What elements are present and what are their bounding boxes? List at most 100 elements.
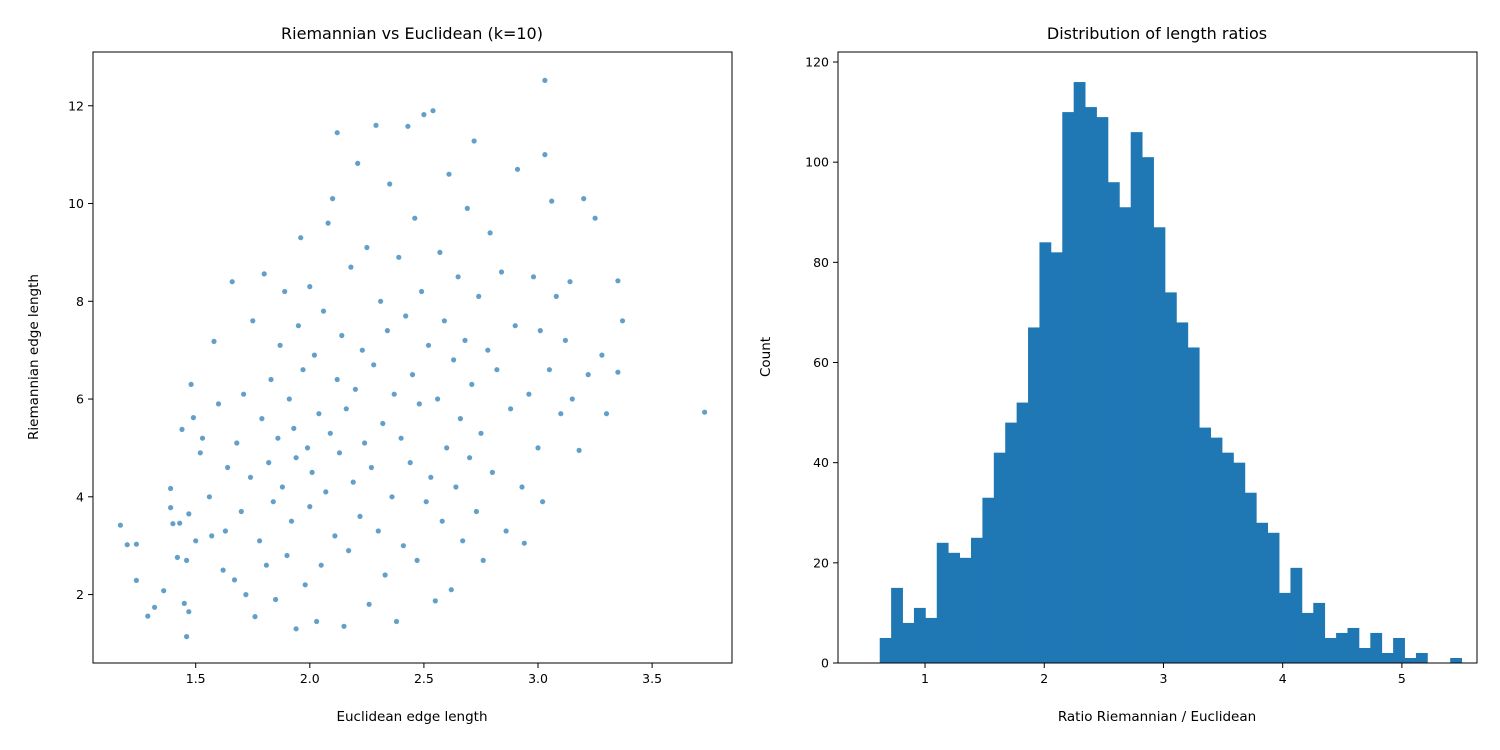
- scatter-point: [592, 215, 598, 221]
- scatter-point: [293, 626, 299, 632]
- scatter-point: [457, 416, 463, 422]
- scatter-point: [330, 196, 336, 202]
- scatter-point: [288, 518, 295, 524]
- scatter-point: [599, 352, 605, 358]
- scatter-point: [405, 123, 411, 129]
- histogram-bar: [1404, 657, 1417, 663]
- scatter-point: [206, 494, 212, 500]
- scatter-point: [350, 479, 356, 485]
- scatter-point: [359, 347, 365, 353]
- scatter-point: [257, 538, 263, 544]
- histogram-y-ticks: 0 20 40 60 80 100 120: [805, 55, 838, 671]
- histogram-bar: [1199, 427, 1211, 663]
- scatter-point: [346, 548, 352, 554]
- scatter-point: [480, 557, 486, 564]
- histogram-bar: [1153, 227, 1166, 664]
- scatter-point: [174, 554, 180, 561]
- scatter-point: [567, 279, 573, 285]
- scatter-point: [384, 328, 390, 334]
- scatter-point: [423, 499, 429, 505]
- scatter-point: [494, 367, 500, 373]
- scatter-point: [291, 425, 297, 431]
- histogram-bar: [1142, 157, 1154, 664]
- scatter-point: [304, 445, 311, 451]
- histogram-bar: [993, 452, 1006, 663]
- scatter-point: [334, 376, 340, 383]
- scatter-point: [186, 511, 192, 517]
- histogram-bar: [879, 637, 892, 663]
- scatter-point: [455, 274, 461, 280]
- scatter-point: [378, 298, 384, 304]
- scatter-x-tick-label: 3.0: [528, 671, 548, 686]
- histogram-bars: [879, 82, 1462, 664]
- histogram-panel: Distribution of length ratios 1 2 3 4 5 0 20 4…: [758, 24, 1478, 725]
- histogram-bar: [1370, 632, 1383, 663]
- scatter-point: [398, 435, 404, 441]
- scatter-point: [535, 445, 541, 451]
- scatter-point: [391, 391, 397, 397]
- scatter-point: [357, 513, 363, 520]
- scatter-point: [355, 160, 361, 166]
- scatter-point: [318, 562, 324, 568]
- scatter-point: [460, 538, 466, 544]
- scatter-point: [222, 528, 228, 534]
- scatter-point: [542, 77, 548, 83]
- scatter-point: [275, 435, 281, 441]
- scatter-point: [396, 254, 402, 260]
- scatter-point: [371, 362, 377, 368]
- scatter-point: [181, 600, 187, 607]
- scatter-point: [549, 198, 555, 204]
- histogram-bar: [913, 607, 926, 663]
- scatter-y-tick-label: 2: [76, 587, 84, 602]
- scatter-point: [416, 401, 422, 407]
- histogram-y-tick-label: 40: [813, 455, 829, 470]
- scatter-point: [441, 318, 447, 324]
- scatter-point: [471, 138, 477, 144]
- scatter-point: [343, 406, 349, 412]
- scatter-point: [540, 499, 546, 505]
- scatter-point: [425, 342, 432, 348]
- scatter-point: [124, 542, 130, 548]
- scatter-point: [145, 613, 151, 619]
- scatter-point: [476, 293, 482, 299]
- scatter-point: [238, 508, 244, 515]
- histogram-bar: [1187, 347, 1200, 663]
- scatter-point: [702, 409, 708, 415]
- scatter-point: [247, 474, 254, 480]
- histogram-bar: [1039, 242, 1052, 663]
- histogram-bar: [925, 617, 938, 663]
- scatter-point: [478, 430, 484, 436]
- scatter-point: [498, 269, 505, 275]
- histogram-bar: [959, 557, 972, 663]
- scatter-point: [184, 557, 190, 564]
- scatter-point: [464, 205, 470, 211]
- scatter-point: [186, 609, 192, 615]
- histogram-bar: [1267, 532, 1280, 663]
- histogram-bar: [1016, 402, 1029, 663]
- scatter-point: [373, 122, 379, 128]
- scatter-point: [327, 430, 333, 436]
- scatter-panel: Riemannian vs Euclidean (k=10) 1.5 2.0 2.5…: [26, 24, 733, 725]
- histogram-x-tick-label: 4: [1279, 671, 1287, 686]
- histogram-bar: [1450, 657, 1462, 663]
- scatter-point: [428, 474, 434, 480]
- scatter-point: [432, 598, 438, 604]
- scatter-point: [133, 541, 139, 547]
- histogram-bar: [1222, 452, 1234, 663]
- scatter-point: [409, 372, 416, 378]
- scatter-point: [197, 450, 203, 456]
- scatter-point: [469, 381, 475, 387]
- scatter-point: [188, 381, 194, 387]
- scatter-point: [220, 567, 226, 573]
- histogram-bar: [1393, 637, 1405, 663]
- scatter-point: [615, 278, 621, 284]
- scatter-point: [298, 235, 304, 241]
- scatter-point: [261, 271, 267, 277]
- histogram-bar: [1290, 567, 1303, 663]
- scatter-point: [400, 543, 406, 549]
- scatter-y-tick-label: 4: [76, 489, 84, 504]
- histogram-x-label: Ratio Riemannian / Euclidean: [1058, 709, 1256, 725]
- histogram-bar: [1050, 252, 1063, 663]
